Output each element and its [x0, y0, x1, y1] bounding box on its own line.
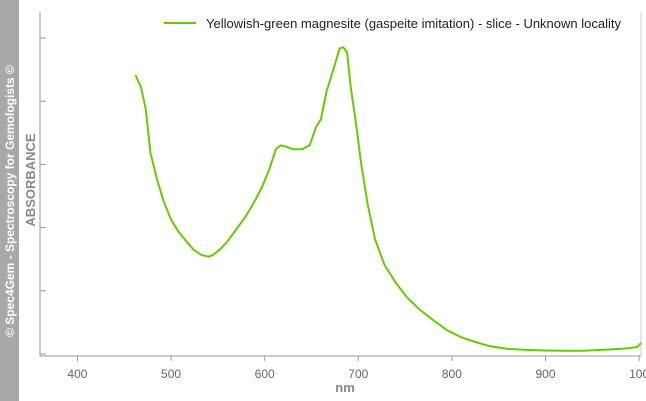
- x-tick-label: 400: [67, 367, 87, 381]
- series-group: [134, 46, 642, 352]
- series-line: [134, 46, 642, 352]
- legend: Yellowish-green magnesite (gaspeite imit…: [164, 16, 621, 31]
- x-tick-label: 700: [348, 367, 368, 381]
- x-tick-label: 500: [161, 367, 181, 381]
- x-tick-label: 100: [629, 367, 646, 381]
- x-tick-label: 800: [442, 367, 462, 381]
- legend-label: Yellowish-green magnesite (gaspeite imit…: [206, 16, 621, 31]
- x-tick-label: 900: [535, 367, 555, 381]
- x-axis-title: nm: [335, 380, 355, 395]
- x-ticks: 400 500 600 700 800 900 100: [67, 356, 646, 381]
- watermark-band: © Spec4Gem - Spectroscopy for Gemologist…: [0, 0, 19, 401]
- x-tick-label: 600: [255, 367, 275, 381]
- plot-frame: [39, 12, 642, 357]
- y-ticks: [40, 37, 46, 355]
- y-axis-title: ABSORBANCE: [23, 133, 38, 227]
